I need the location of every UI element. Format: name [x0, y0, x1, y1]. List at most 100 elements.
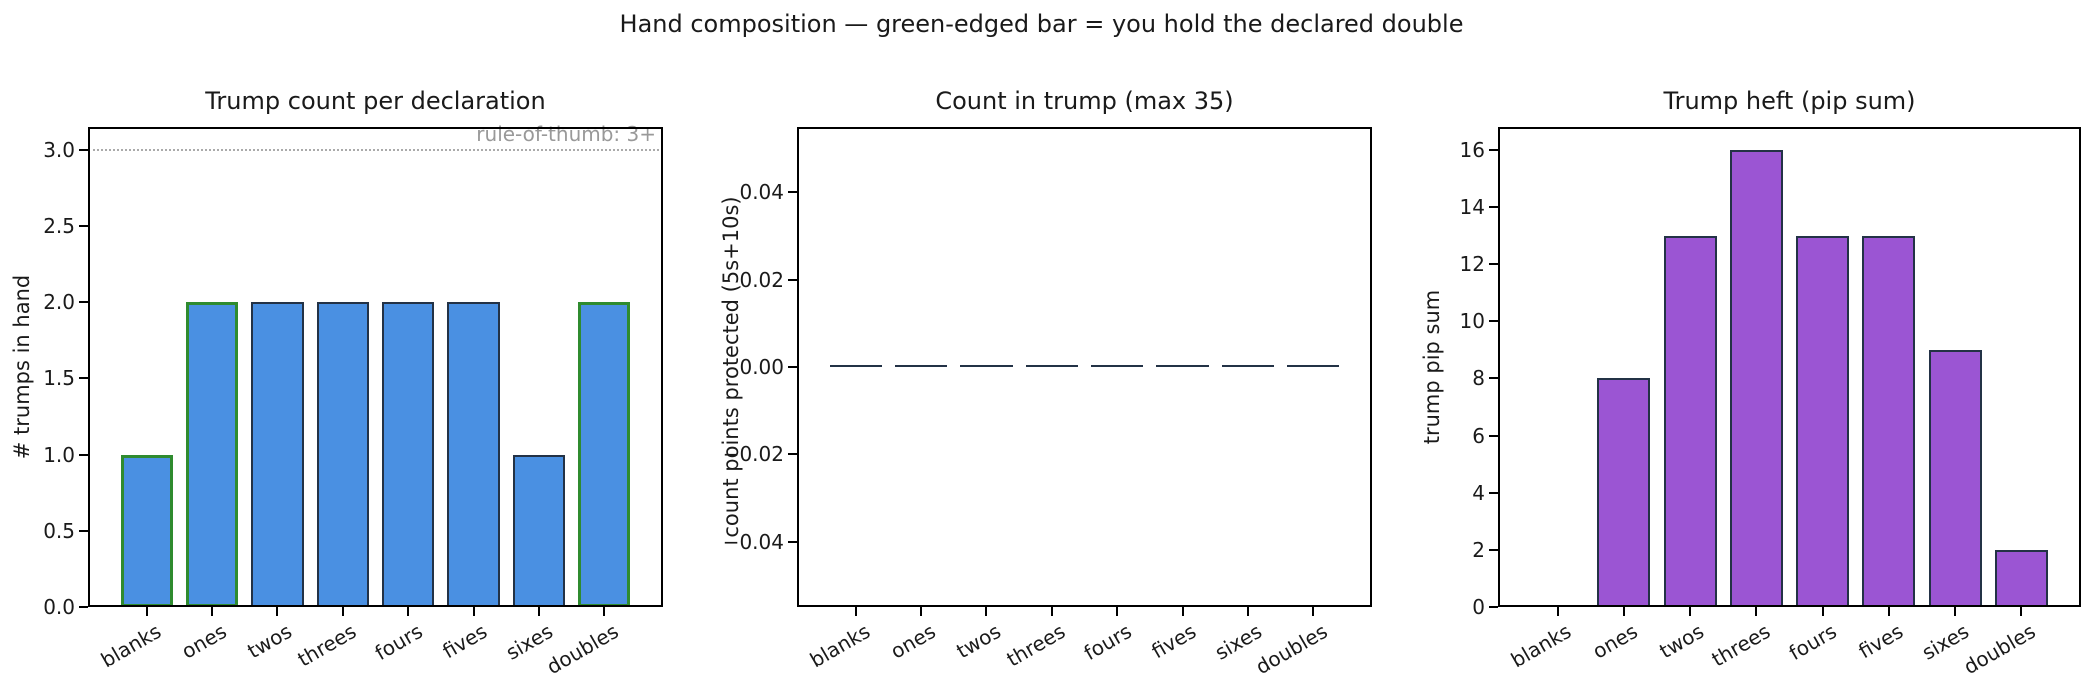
x-tick-label: doubles	[1251, 619, 1332, 680]
y-axis-label: # trumps in hand	[10, 274, 34, 460]
x-tick-label: twos	[951, 619, 1005, 664]
x-tick-mark	[472, 607, 475, 616]
subplot-trump-count-per-declaration: Trump count per declaration # trumps in …	[10, 87, 663, 679]
y-tick-mark	[79, 377, 88, 380]
x-tick-label: ones	[885, 619, 940, 664]
zero-height-bar	[960, 365, 1013, 367]
y-tick-mark	[788, 366, 797, 368]
bar	[382, 302, 435, 607]
x-tick-label: twos	[242, 619, 296, 664]
y-tick-mark	[1489, 548, 1498, 551]
x-tick-label: blanks	[805, 619, 874, 673]
bar	[1729, 149, 1783, 607]
x-tick-label: fives	[1147, 619, 1201, 664]
bar	[512, 454, 565, 607]
y-tick-mark	[79, 148, 88, 151]
y-tick-label: 2.0	[43, 290, 75, 315]
x-tick-label: fours	[370, 619, 427, 666]
x-tick-label: threes	[1707, 619, 1775, 672]
x-tick-label: threes	[293, 619, 361, 672]
y-tick-label: 14	[1459, 195, 1485, 219]
y-tick-mark	[1489, 263, 1498, 266]
y-tick-label: 16	[1459, 137, 1485, 162]
x-tick-mark	[1887, 607, 1890, 616]
y-tick-label: 6	[1472, 423, 1485, 448]
x-tick-label: threes	[1002, 619, 1070, 672]
x-tick-label: blanks	[96, 619, 165, 673]
y-tick-mark	[79, 225, 88, 228]
zero-height-bar	[1025, 365, 1078, 367]
axes-frame	[88, 127, 663, 607]
zero-height-bar	[829, 365, 882, 367]
zero-height-bar	[1156, 365, 1209, 367]
y-tick-label: 0.0	[43, 595, 75, 619]
x-tick-mark	[211, 607, 214, 616]
x-tick-label: doubles	[542, 619, 623, 680]
bar	[1862, 235, 1916, 607]
x-tick-label: ones	[176, 619, 231, 664]
x-tick-mark	[1116, 607, 1119, 616]
subplot-trump-heft: Trump heft (pip sum) trump pip sum 0 2 4 6 8…	[1420, 87, 2081, 679]
rule-of-thumb-line	[88, 148, 663, 151]
x-tick-label: fives	[1854, 619, 1907, 664]
bar	[1663, 235, 1717, 607]
plot-area: −0.04 −0.02 0.00 0.02 0.04 blanks ones twos thre…	[723, 127, 1372, 679]
bar-highlighted-green-edge	[120, 454, 173, 607]
x-tick-label: fives	[438, 619, 492, 664]
y-tick-label: 0.00	[739, 355, 784, 379]
x-tick-mark	[341, 607, 344, 616]
zero-height-bar	[1221, 365, 1274, 367]
x-tick-mark	[1622, 607, 1625, 616]
y-tick-label: 0.5	[43, 518, 75, 543]
x-tick-mark	[1556, 607, 1559, 616]
x-tick-label: doubles	[1959, 619, 2040, 680]
y-tick-label: −0.02	[722, 442, 784, 467]
y-tick-mark	[1489, 320, 1498, 323]
bar	[1796, 235, 1850, 607]
y-tick-label: 4	[1472, 480, 1485, 505]
bar-highlighted-green-edge	[578, 302, 631, 607]
y-tick-mark	[79, 453, 88, 456]
y-tick-mark	[1489, 377, 1498, 380]
axes-frame	[1498, 127, 2081, 607]
y-tick-label: 2.5	[43, 214, 75, 239]
x-tick-mark	[1821, 607, 1824, 616]
x-tick-mark	[1312, 607, 1315, 616]
chart-title: Trump count per declaration	[205, 87, 546, 115]
zero-height-bar	[1531, 605, 1585, 607]
y-tick-label: 10	[1459, 309, 1485, 334]
bar	[1994, 549, 2048, 607]
rule-of-thumb-label: rule-of-thumb: 3+	[476, 121, 656, 146]
x-tick-mark	[1181, 607, 1184, 616]
y-tick-label: 3.0	[43, 137, 75, 162]
y-tick-label: 1.5	[43, 366, 75, 391]
x-tick-mark	[985, 607, 988, 616]
plot-area: 0 2 4 6 8 10 12 14 16 blanks ones twos threes fours fi…	[1460, 127, 2081, 679]
y-tick-label: 8	[1472, 366, 1485, 391]
y-tick-mark	[1489, 434, 1498, 437]
y-tick-mark	[79, 606, 88, 608]
x-tick-mark	[537, 607, 540, 616]
x-tick-mark	[1246, 607, 1249, 616]
y-tick-mark	[1489, 206, 1498, 208]
y-tick-label: 0	[1472, 595, 1485, 619]
bar	[251, 302, 304, 607]
bar	[1928, 349, 1982, 607]
x-tick-mark	[1954, 607, 1957, 616]
x-tick-mark	[854, 607, 857, 616]
bar	[1597, 378, 1651, 607]
y-tick-mark	[788, 191, 797, 194]
bar	[316, 302, 369, 607]
y-tick-mark	[788, 540, 797, 543]
zero-height-bar	[1287, 365, 1340, 367]
x-tick-mark	[1689, 607, 1692, 616]
y-axis-label: trump pip sum	[1420, 289, 1444, 445]
figure-suptitle: Hand composition — green-edged bar = you…	[619, 10, 1464, 38]
chart-title: Count in trump (max 35)	[935, 87, 1234, 115]
x-tick-mark	[1050, 607, 1053, 616]
x-tick-label: fours	[1784, 619, 1841, 666]
y-tick-mark	[79, 301, 88, 304]
x-tick-label: ones	[1588, 619, 1642, 664]
y-tick-mark	[1489, 606, 1498, 608]
